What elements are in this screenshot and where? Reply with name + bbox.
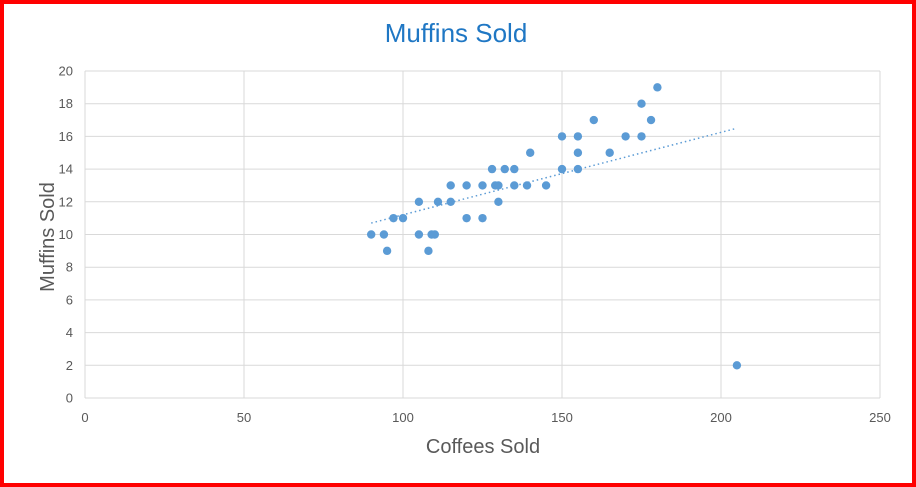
data-point [605,148,614,157]
data-point [414,197,424,206]
data-point [433,197,443,206]
data-point [430,230,439,239]
x-tick-label: 100 [392,410,414,425]
data-point [522,181,532,190]
data-point [446,197,455,206]
trendline [371,127,738,224]
data-point [573,132,583,141]
data-point [478,181,487,190]
data-point [646,115,656,125]
y-tick-label: 2 [66,358,73,373]
y-tick-label: 10 [59,227,73,242]
data-point [382,246,392,256]
y-tick-label: 18 [59,96,73,111]
data-point [621,132,630,141]
data-point [389,213,398,223]
y-tick-label: 12 [59,194,73,209]
data-point [541,181,551,190]
y-tick-label: 14 [59,162,73,177]
x-tick-label: 150 [551,410,573,425]
data-point [478,213,487,223]
data-point [487,164,497,174]
data-point [414,230,424,239]
y-tick-label: 6 [66,292,73,307]
data-point [526,148,535,157]
data-point [500,164,509,174]
data-point [557,164,567,174]
data-point [367,230,376,239]
y-tick-label: 4 [66,325,73,340]
data-point [494,197,503,206]
x-tick-label: 0 [81,410,88,425]
x-tick-label: 50 [237,410,251,425]
data-point [379,230,389,239]
data-point [494,181,503,190]
data-point [637,99,646,108]
data-point [424,246,433,256]
x-tick-label: 200 [710,410,732,425]
y-tick-label: 0 [66,391,73,406]
data-point [732,361,742,370]
x-axis-title: Coffees Sold [426,436,540,458]
x-tick-label: 250 [869,410,891,425]
data-point [398,213,408,223]
data-point [573,148,583,157]
data-point [653,83,662,92]
data-point [462,181,471,190]
data-point [637,132,646,141]
data-point [573,164,583,174]
data-point [589,115,598,125]
data-point [446,181,455,190]
data-point [510,164,519,174]
gridlines [84,70,881,399]
data-points [367,83,742,370]
y-axis-title: Muffins Sold [37,182,59,292]
data-point [462,213,471,223]
y-tick-label: 16 [59,129,73,144]
data-point [510,181,519,190]
y-tick-label: 8 [66,260,73,275]
y-tick-label: 20 [59,64,73,79]
data-point [557,132,567,141]
chart-title: Muffins Sold [385,18,528,48]
